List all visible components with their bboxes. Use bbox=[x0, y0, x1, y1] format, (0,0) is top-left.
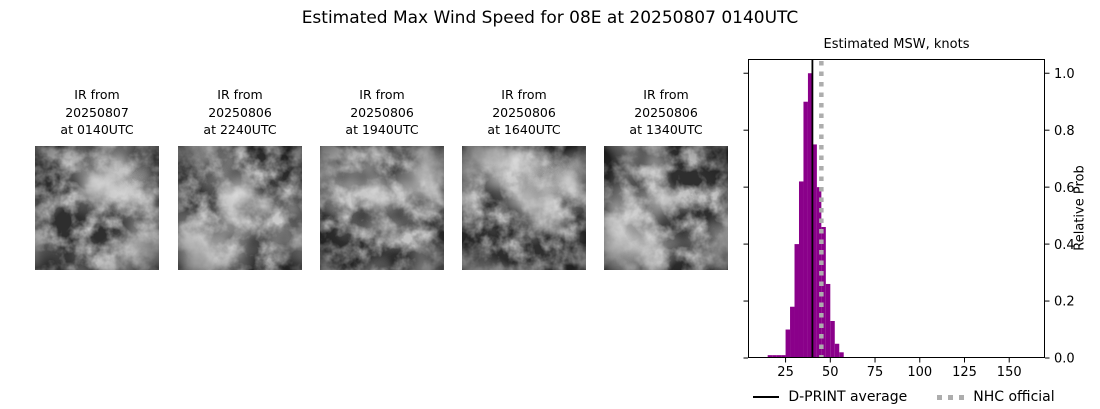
histogram-bar bbox=[839, 352, 844, 358]
ir-panel-label-line: 20250806 bbox=[208, 104, 272, 120]
histogram-bar bbox=[772, 355, 777, 358]
ir-satellite-image bbox=[178, 145, 302, 270]
x-tick-label: 50 bbox=[822, 365, 839, 380]
ir-panel-label-line: IR from bbox=[643, 87, 689, 102]
histogram-bar bbox=[812, 144, 817, 358]
legend-item-nhc-official: NHC official bbox=[937, 389, 1055, 405]
msw-histogram-chart: 25 50 75 100 125 150 0.0 0.2 0.4 0.6 0.8 1.0 bbox=[743, 59, 1075, 380]
chart-legend: D-PRINT average NHC official bbox=[718, 387, 1090, 407]
histogram-bar bbox=[776, 355, 782, 358]
ir-panel-label: IR from 20250806 at 1340UTC bbox=[604, 86, 728, 139]
chart-title: Estimated MSW, knots bbox=[823, 37, 970, 52]
ir-panel-label-line: at 1340UTC bbox=[629, 122, 703, 137]
ir-panel-label-line: IR from bbox=[359, 87, 405, 102]
x-tick-label: 100 bbox=[907, 365, 932, 380]
ir-satellite-image bbox=[462, 145, 586, 270]
y-axis-label: Relative Prob bbox=[1072, 165, 1088, 251]
histogram-bar bbox=[803, 101, 808, 358]
x-tick-label: 125 bbox=[952, 365, 977, 380]
histogram-bar bbox=[767, 355, 773, 358]
ir-panel: IR from 20250806 at 1940UTC bbox=[320, 86, 444, 270]
histogram-plot-area: 25 50 75 100 125 150 0.0 0.2 0.4 0.6 0.8 1.0 bbox=[743, 59, 1075, 380]
figure-title: Estimated Max Wind Speed for 08E at 2025… bbox=[301, 8, 799, 28]
x-tick-label: 150 bbox=[997, 365, 1022, 380]
ir-panel: IR from 20250806 at 1640UTC bbox=[462, 86, 586, 270]
solid-line-swatch-icon bbox=[753, 396, 780, 398]
ir-satellite-image bbox=[35, 145, 159, 270]
ir-panel-label-line: 20250806 bbox=[492, 104, 556, 120]
dotted-line-swatch-icon bbox=[937, 394, 965, 400]
ir-panel-label: IR from 20250806 at 1640UTC bbox=[462, 86, 586, 139]
histogram-bar bbox=[825, 283, 831, 358]
legend-label-dprint-average: D-PRINT average bbox=[788, 389, 908, 405]
ir-panel-label-line: IR from bbox=[74, 87, 120, 102]
ir-panel-label: IR from 20250806 at 2240UTC bbox=[178, 86, 302, 139]
ir-panel-label-line: at 2240UTC bbox=[203, 122, 277, 137]
ir-satellite-image bbox=[604, 145, 728, 270]
x-tick-label: 75 bbox=[867, 365, 884, 380]
ir-panel: IR from 20250806 at 2240UTC bbox=[178, 86, 302, 270]
histogram-bar bbox=[790, 306, 795, 358]
histogram-bar bbox=[807, 73, 813, 358]
y-tick-label: 0.6 bbox=[1054, 181, 1075, 196]
ir-panel-label-line: at 1640UTC bbox=[487, 122, 561, 137]
legend-item-dprint-average: D-PRINT average bbox=[753, 389, 907, 405]
ir-panel-label: IR from 20250806 at 1940UTC bbox=[320, 86, 444, 139]
plot-frame bbox=[748, 59, 1045, 358]
y-tick-label: 1.0 bbox=[1054, 67, 1075, 82]
ir-panel: IR from 20250806 at 1340UTC bbox=[604, 86, 728, 270]
ir-panel: IR from 20250807 at 0140UTC bbox=[35, 86, 159, 270]
histogram-bar bbox=[798, 181, 804, 358]
histogram-bar bbox=[834, 343, 840, 358]
histogram-bar bbox=[830, 320, 835, 358]
ir-panel-label-line: 20250806 bbox=[634, 104, 698, 120]
legend-label-nhc-official: NHC official bbox=[973, 389, 1055, 405]
ir-panel-label-line: 20250806 bbox=[350, 104, 414, 120]
ir-panel-label-line: at 0140UTC bbox=[60, 122, 134, 137]
histogram-bar bbox=[794, 244, 799, 358]
ir-panel-label-line: IR from bbox=[217, 87, 263, 102]
ir-panel-label: IR from 20250807 at 0140UTC bbox=[35, 86, 159, 139]
x-tick-label: 25 bbox=[777, 365, 794, 380]
ir-satellite-image bbox=[320, 145, 444, 270]
ir-panel-label-line: IR from bbox=[501, 87, 547, 102]
histogram-bar bbox=[781, 355, 786, 358]
y-tick-label: 0.4 bbox=[1054, 238, 1075, 253]
ir-panel-label-line: 20250807 bbox=[65, 104, 129, 120]
histogram-bar bbox=[785, 329, 791, 358]
ir-panel-label-line: at 1940UTC bbox=[345, 122, 419, 137]
y-tick-label: 0.0 bbox=[1054, 352, 1075, 367]
y-tick-label: 0.2 bbox=[1054, 295, 1075, 310]
y-tick-label: 0.8 bbox=[1054, 124, 1075, 139]
